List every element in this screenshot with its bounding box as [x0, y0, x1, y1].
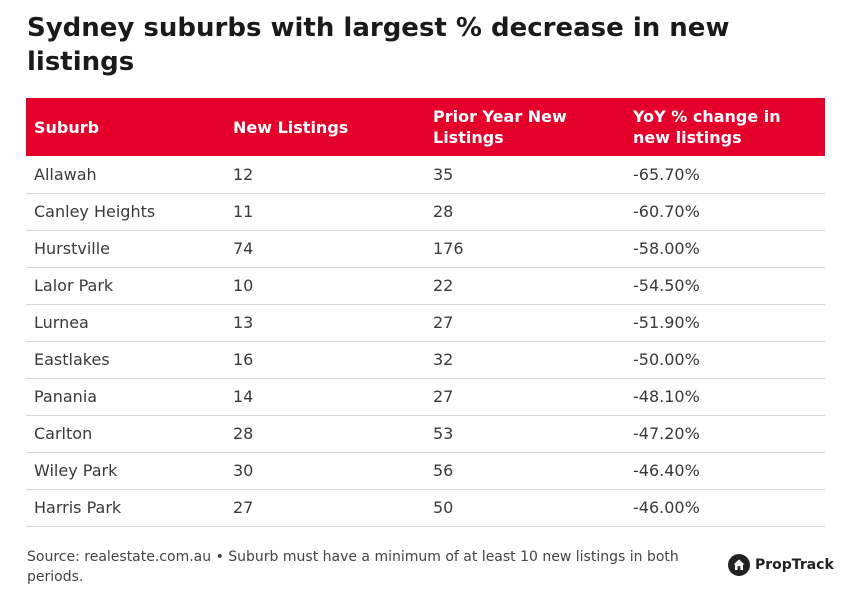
- source-note: Source: realestate.com.au • Suburb must …: [27, 549, 679, 585]
- cell-yoy-change: -46.40%: [625, 452, 825, 490]
- cell-yoy-change: -58.00%: [625, 230, 825, 268]
- listings-table: Suburb New Listings Prior Year New Listi…: [26, 98, 825, 527]
- cell-prior-year: 176: [425, 230, 625, 268]
- cell-new-listings: 74: [225, 230, 425, 268]
- house-icon: [728, 554, 750, 576]
- cell-prior-year: 28: [425, 193, 625, 231]
- cell-prior-year: 22: [425, 267, 625, 305]
- cell-prior-year: 32: [425, 341, 625, 379]
- table-row: Wiley Park 30 56 -46.40%: [26, 452, 825, 490]
- cell-new-listings: 14: [225, 378, 425, 416]
- cell-yoy-change: -47.20%: [625, 415, 825, 453]
- table-row: Eastlakes 16 32 -50.00%: [26, 341, 825, 379]
- cell-prior-year: 35: [425, 156, 625, 194]
- cell-suburb: Lurnea: [26, 304, 225, 342]
- table-row: Carlton 28 53 -47.20%: [26, 415, 825, 453]
- cell-suburb: Wiley Park: [26, 452, 225, 490]
- cell-yoy-change: -65.70%: [625, 156, 825, 194]
- cell-suburb: Hurstville: [26, 230, 225, 268]
- column-header-yoy-change: YoY % change in new listings: [625, 98, 825, 156]
- table-row: Allawah 12 35 -65.70%: [26, 156, 825, 194]
- brand-name: PropTrack: [755, 557, 834, 573]
- cell-yoy-change: -60.70%: [625, 193, 825, 231]
- cell-yoy-change: -48.10%: [625, 378, 825, 416]
- cell-prior-year: 56: [425, 452, 625, 490]
- table-header-row: Suburb New Listings Prior Year New Listi…: [26, 98, 825, 156]
- cell-suburb: Panania: [26, 378, 225, 416]
- table-row: Panania 14 27 -48.10%: [26, 378, 825, 416]
- cell-suburb: Lalor Park: [26, 267, 225, 305]
- cell-yoy-change: -50.00%: [625, 341, 825, 379]
- cell-suburb: Carlton: [26, 415, 225, 453]
- cell-yoy-change: -54.50%: [625, 267, 825, 305]
- cell-new-listings: 11: [225, 193, 425, 231]
- cell-prior-year: 27: [425, 378, 625, 416]
- cell-new-listings: 27: [225, 489, 425, 527]
- table-row: Lurnea 13 27 -51.90%: [26, 304, 825, 342]
- cell-new-listings: 13: [225, 304, 425, 342]
- page-title: Sydney suburbs with largest % decrease i…: [27, 13, 730, 77]
- cell-new-listings: 30: [225, 452, 425, 490]
- cell-new-listings: 10: [225, 267, 425, 305]
- table-row: Canley Heights 11 28 -60.70%: [26, 193, 825, 231]
- cell-prior-year: 27: [425, 304, 625, 342]
- column-header-new-listings: New Listings: [225, 98, 425, 156]
- brand-logo: PropTrack: [728, 552, 834, 578]
- cell-new-listings: 12: [225, 156, 425, 194]
- column-header-prior-year: Prior Year New Listings: [425, 98, 625, 156]
- cell-suburb: Eastlakes: [26, 341, 225, 379]
- cell-yoy-change: -51.90%: [625, 304, 825, 342]
- column-header-suburb: Suburb: [26, 98, 225, 156]
- table-body: Allawah 12 35 -65.70% Canley Heights 11 28 -60.…: [26, 156, 825, 527]
- cell-suburb: Canley Heights: [26, 193, 225, 231]
- cell-prior-year: 53: [425, 415, 625, 453]
- cell-yoy-change: -46.00%: [625, 489, 825, 527]
- table-row: Harris Park 27 50 -46.00%: [26, 489, 825, 527]
- table-row: Hurstville 74 176 -58.00%: [26, 230, 825, 268]
- cell-suburb: Harris Park: [26, 489, 225, 527]
- table-row: Lalor Park 10 22 -54.50%: [26, 267, 825, 305]
- cell-prior-year: 50: [425, 489, 625, 527]
- cell-new-listings: 28: [225, 415, 425, 453]
- cell-new-listings: 16: [225, 341, 425, 379]
- cell-suburb: Allawah: [26, 156, 225, 194]
